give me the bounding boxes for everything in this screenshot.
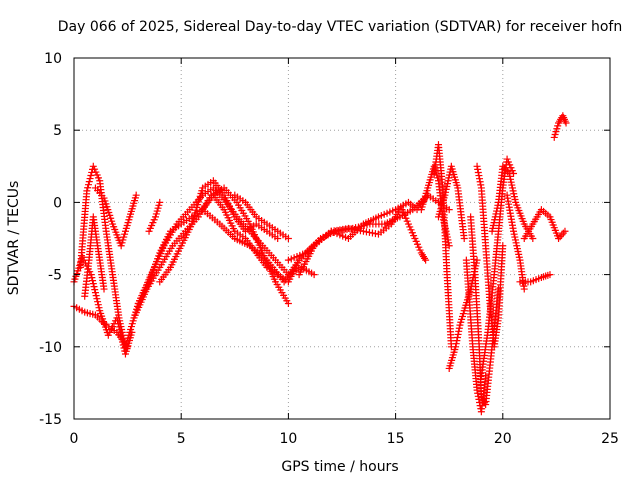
data-point — [475, 172, 483, 180]
data-point — [90, 283, 98, 291]
data-point — [455, 324, 463, 332]
data-point — [460, 235, 468, 242]
series-arc-4 — [81, 213, 108, 300]
series-arc-14 — [295, 206, 404, 279]
data-point — [87, 172, 95, 180]
y-tick-label: -10 — [39, 340, 62, 356]
data-point — [83, 187, 91, 195]
data-point — [274, 235, 282, 242]
data-points-layer — [70, 112, 570, 416]
data-point — [91, 286, 99, 294]
data-point — [452, 340, 460, 348]
x-tick-label: 5 — [177, 431, 186, 447]
y-axis-label: SDTVAR / TECUs — [6, 181, 22, 296]
y-tick-label: -5 — [48, 268, 62, 284]
data-point — [84, 184, 92, 192]
series-arc-27 — [520, 206, 569, 242]
data-point — [473, 162, 481, 170]
series-arc-15 — [398, 206, 430, 264]
series-arc-12 — [231, 191, 292, 242]
data-point — [558, 231, 566, 239]
data-point — [561, 227, 569, 235]
y-tick-label: 0 — [53, 195, 62, 211]
x-tick-label: 20 — [494, 431, 512, 447]
data-point — [92, 292, 100, 300]
series-arc-5 — [91, 184, 140, 250]
data-point — [453, 337, 461, 345]
data-point — [529, 235, 537, 242]
data-point — [284, 235, 292, 242]
series-arc-24 — [488, 162, 537, 242]
y-tick-label: 5 — [53, 123, 62, 139]
plot-frame — [73, 57, 611, 420]
x-axis-label: GPS time / hours — [281, 459, 398, 475]
series-arc-11 — [199, 191, 432, 286]
series-arc-9 — [145, 198, 164, 235]
data-point — [94, 298, 102, 306]
data-point — [310, 271, 318, 279]
series-arc-20 — [462, 256, 490, 416]
series-arc-17 — [430, 141, 455, 351]
data-point — [474, 168, 482, 176]
data-point — [87, 271, 95, 279]
data-point — [100, 285, 108, 293]
data-point — [88, 274, 96, 282]
data-point — [520, 285, 528, 293]
data-point — [284, 299, 292, 307]
data-point — [132, 191, 140, 199]
data-point — [562, 119, 570, 127]
grid-layer — [74, 58, 610, 419]
data-point — [89, 277, 97, 285]
y-tick-label: 10 — [44, 51, 62, 67]
data-point — [445, 206, 453, 214]
data-point — [156, 198, 164, 206]
data-point — [93, 295, 101, 303]
data-point — [422, 256, 430, 264]
series-arc-18 — [434, 162, 468, 242]
data-point — [94, 301, 102, 309]
data-point — [89, 280, 97, 288]
series-arc-3 — [76, 162, 129, 351]
data-point — [91, 289, 99, 297]
data-point — [455, 327, 463, 335]
series-arc-28 — [550, 112, 570, 141]
data-point — [476, 175, 484, 183]
data-point — [95, 304, 103, 312]
chart-title: Day 066 of 2025, Sidereal Day-to-day VTE… — [58, 19, 622, 35]
y-tick-label: -15 — [39, 412, 62, 428]
x-tick-label: 0 — [70, 431, 79, 447]
data-point — [474, 165, 482, 173]
data-point — [454, 330, 462, 338]
series-arc-10 — [156, 177, 282, 286]
data-point — [453, 334, 461, 342]
data-point — [476, 178, 484, 186]
x-tick-label: 15 — [387, 431, 405, 447]
data-point — [546, 271, 554, 279]
data-point — [477, 181, 485, 189]
ticks-layer: 0 5 10 15 20 25 -15 -10 -5 0 5 10 — [39, 51, 619, 447]
data-point — [452, 343, 460, 351]
data-point — [85, 178, 93, 186]
data-point — [86, 175, 94, 183]
data-point — [84, 181, 92, 189]
x-tick-label: 10 — [279, 431, 297, 447]
series-arc-25 — [503, 191, 528, 293]
series-arc-26 — [516, 271, 554, 286]
data-point — [473, 386, 481, 394]
x-tick-label: 25 — [601, 431, 619, 447]
